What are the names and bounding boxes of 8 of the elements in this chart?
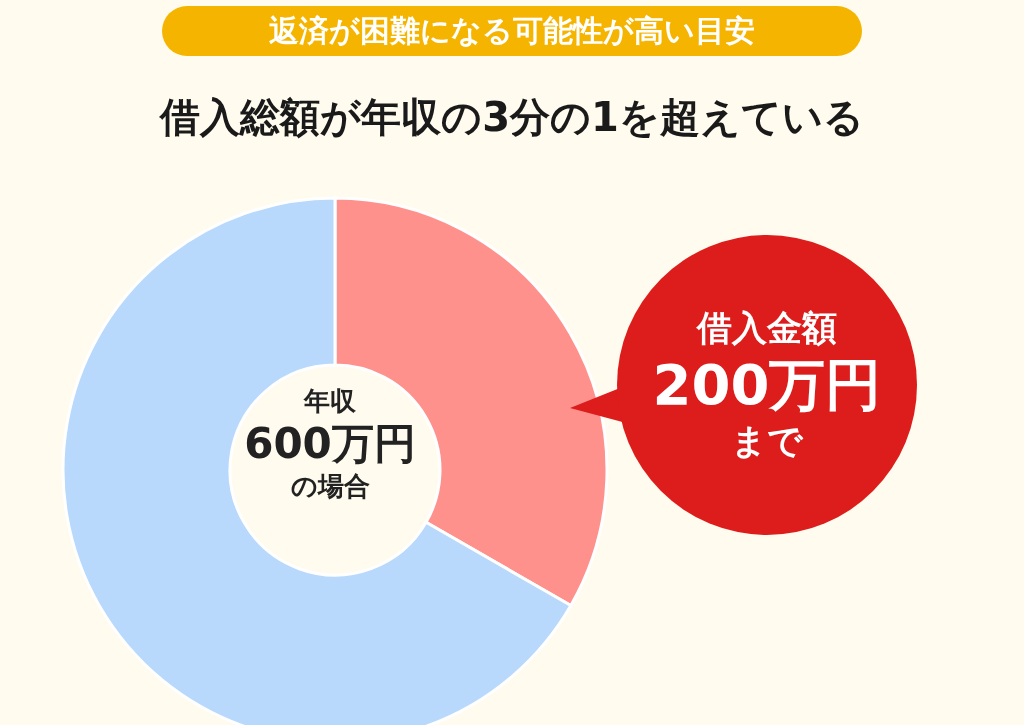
chart-subtitle: 返済が困難になる可能性が高い目安 xyxy=(162,6,862,56)
text: の場合 xyxy=(289,470,371,503)
text: まで xyxy=(731,420,803,463)
text: 年収 xyxy=(302,385,357,418)
text: 借入金額 xyxy=(697,306,837,350)
text: 200万円 xyxy=(652,351,882,419)
text: 600万円 xyxy=(243,417,417,470)
chart-title: 借入総額が年収の3分の1を超えている xyxy=(158,93,865,142)
